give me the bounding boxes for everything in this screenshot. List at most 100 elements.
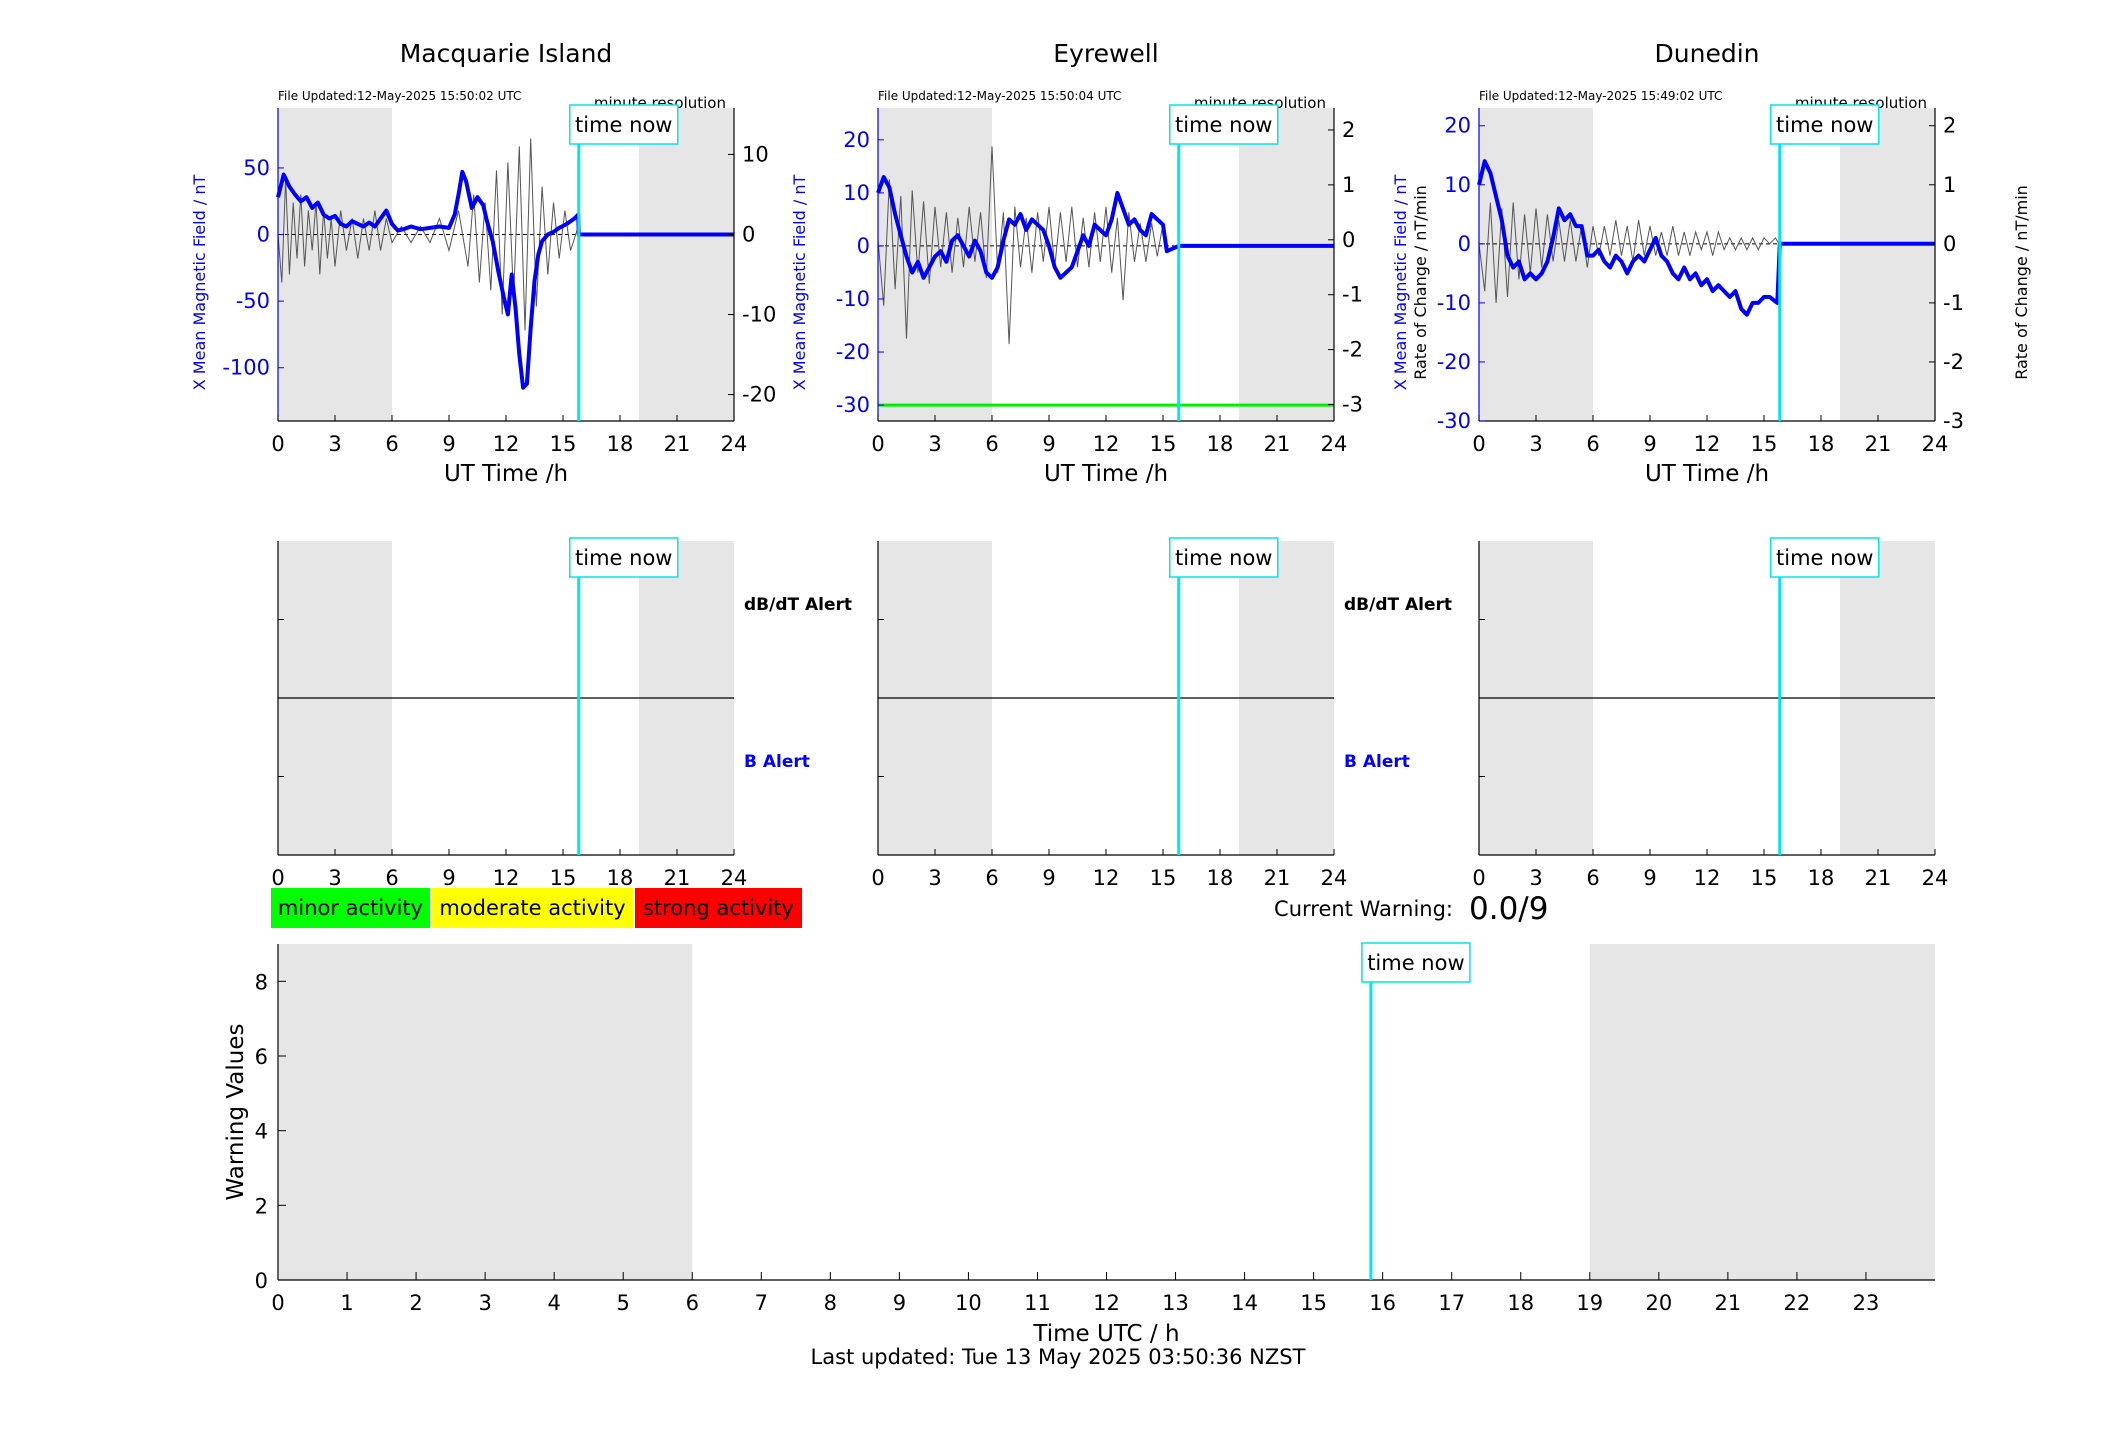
night-shade-2 <box>1589 944 1935 1280</box>
x-tick-label: 24 <box>1922 432 1949 456</box>
left-tick-label: -10 <box>836 287 870 311</box>
x-tick-label: 18 <box>1207 432 1234 456</box>
warning-y-tick-label: 4 <box>255 1120 268 1144</box>
warning-x-tick-label: 20 <box>1645 1291 1672 1315</box>
warning-x-tick-label: 12 <box>1093 1291 1120 1315</box>
x-tick-label: 3 <box>328 432 341 456</box>
station-title: Macquarie Island <box>400 39 613 68</box>
x-tick-label: 0 <box>271 432 284 456</box>
x-tick-label: 3 <box>328 866 341 890</box>
warning-x-tick-label: 15 <box>1300 1291 1327 1315</box>
x-tick-label: 15 <box>1150 432 1177 456</box>
x-tick-label: 6 <box>985 432 998 456</box>
x-tick-label: 9 <box>1643 866 1656 890</box>
left-tick-label: -100 <box>222 356 270 380</box>
left-tick-label: -50 <box>236 289 270 313</box>
warning-x-tick-label: 17 <box>1438 1291 1465 1315</box>
warning-x-tick-label: 18 <box>1507 1291 1534 1315</box>
x-tick-label: 21 <box>1264 866 1291 890</box>
time-now-label: time now <box>575 113 672 137</box>
x-tick-label: 18 <box>1207 866 1234 890</box>
x-tick-label: 15 <box>1150 866 1177 890</box>
warning-y-tick-label: 8 <box>255 970 268 994</box>
rate-of-change-series <box>277 138 579 331</box>
legend-swatch-1 <box>271 888 430 928</box>
file-updated-text: File Updated:12-May-2025 15:50:02 UTC <box>278 89 521 103</box>
warning-y-tick-label: 2 <box>255 1194 268 1218</box>
night-shade-1 <box>1479 108 1593 421</box>
x-axis-label: UT Time /h <box>1044 461 1168 487</box>
right-tick-label: -20 <box>742 383 776 407</box>
right-tick-label: -1 <box>1943 291 1964 315</box>
warning-x-tick-label: 14 <box>1231 1291 1258 1315</box>
right-tick-label: 2 <box>1342 118 1355 142</box>
legend-label-3: strong activity <box>643 896 794 920</box>
x-tick-label: 24 <box>721 432 748 456</box>
warning-x-tick-label: 10 <box>955 1291 982 1315</box>
x-tick-label: 12 <box>1694 432 1721 456</box>
x-tick-label: 3 <box>1529 866 1542 890</box>
left-tick-label: 0 <box>857 234 870 258</box>
x-tick-label: 3 <box>928 432 941 456</box>
warning-x-tick-label: 2 <box>409 1291 422 1315</box>
time-now-box-1 <box>569 104 679 145</box>
file-updated-text: File Updated:12-May-2025 15:49:02 UTC <box>1479 89 1722 103</box>
legend-label-1: minor activity <box>278 896 423 920</box>
warning-x-tick-label: 5 <box>617 1291 630 1315</box>
alert-plot-1: 0 3 6 9 12 15 18 21 24 dB/dT Alert B Alert time now <box>271 537 852 890</box>
x-tick-label: 15 <box>1751 866 1778 890</box>
left-tick-label: 10 <box>1444 173 1471 197</box>
x-tick-label: 15 <box>550 866 577 890</box>
right-tick-label: -2 <box>1943 350 1964 374</box>
legend-swatch-2 <box>432 888 633 928</box>
b-alert-label: B Alert <box>744 752 810 772</box>
time-now-box-3 <box>1770 537 1880 578</box>
right-tick-label: -1 <box>1342 283 1363 307</box>
right-tick-label: 1 <box>1342 173 1355 197</box>
right-tick-label: -2 <box>1342 338 1363 362</box>
x-tick-label: 21 <box>1264 432 1291 456</box>
magnetic-field-series <box>276 169 734 390</box>
x-tick-label: 18 <box>1808 866 1835 890</box>
time-now-label: time now <box>1776 546 1873 570</box>
warning-x-tick-label: 1 <box>340 1291 353 1315</box>
left-tick-label: 20 <box>843 128 870 152</box>
time-now-label: time now <box>1175 113 1272 137</box>
warning-x-tick-label: 4 <box>547 1291 560 1315</box>
x-tick-label: 18 <box>607 866 634 890</box>
magnetic-field-series <box>876 175 1334 280</box>
right-axis-label: Rate of Change / nT/min <box>1411 185 1430 380</box>
rate-of-change-series <box>877 146 1168 345</box>
x-tick-label: 6 <box>985 866 998 890</box>
left-tick-label: 10 <box>843 181 870 205</box>
warning-x-tick-label: 0 <box>271 1291 284 1315</box>
x-tick-label: 24 <box>1922 866 1949 890</box>
time-now-box-1 <box>569 537 679 578</box>
x-tick-label: 0 <box>1472 866 1485 890</box>
right-tick-label: -3 <box>1943 409 1964 433</box>
left-axis-label: X Mean Magnetic Field / nT <box>1391 175 1410 391</box>
rate-of-change-series <box>1478 202 1780 303</box>
right-axis-label: Rate of Change / nT/min <box>2012 185 2031 380</box>
warning-x-tick-label: 7 <box>755 1291 768 1315</box>
x-tick-label: 6 <box>1586 432 1599 456</box>
file-updated-text: File Updated:12-May-2025 15:50:04 UTC <box>878 89 1121 103</box>
right-tick-label: 1 <box>1943 173 1956 197</box>
x-tick-label: 12 <box>1694 866 1721 890</box>
x-tick-label: 0 <box>871 866 884 890</box>
left-tick-label: -30 <box>836 393 870 417</box>
last-updated-text: Last updated: Tue 13 May 2025 03:50:36 N… <box>811 1345 1306 1369</box>
magnetic-field-series <box>1477 159 1935 317</box>
x-tick-label: 9 <box>1643 432 1656 456</box>
night-shade-1 <box>878 108 992 421</box>
x-tick-label: 21 <box>664 866 691 890</box>
station-alert-plots: 0 3 6 9 12 15 18 21 24 dB/dT Alert B Alert time now… <box>271 537 1949 890</box>
time-now-box-2 <box>1169 537 1279 578</box>
left-tick-label: 0 <box>1458 232 1471 256</box>
left-tick-label: 50 <box>243 156 270 180</box>
warning-x-tick-label: 3 <box>478 1291 491 1315</box>
night-shade-2 <box>1840 108 1935 421</box>
x-tick-label: 9 <box>442 432 455 456</box>
station-title: Dunedin <box>1655 39 1760 68</box>
